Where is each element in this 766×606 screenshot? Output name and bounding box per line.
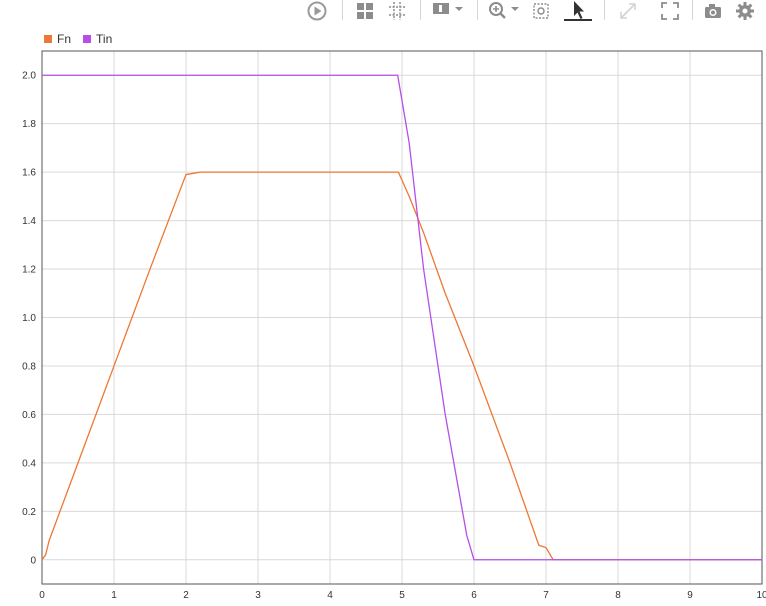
legend-item-fn[interactable]: Fn: [44, 32, 71, 46]
series-line-fn: [41, 171, 762, 561]
x-tick-label: 6: [471, 590, 477, 601]
x-tick-label: 1: [111, 590, 117, 601]
select-cursor-icon[interactable]: [566, 0, 590, 22]
zoom-in-icon[interactable]: [487, 0, 521, 22]
zoom-fit-icon[interactable]: [530, 0, 552, 22]
legend-swatch-tin: [83, 35, 92, 43]
y-tick-label: 1.6: [22, 168, 36, 179]
camera-icon[interactable]: [702, 0, 724, 22]
x-tick-label: 2: [183, 590, 189, 601]
y-tick-label: 0.6: [22, 410, 36, 421]
y-tick-label: 1.8: [22, 119, 36, 130]
scope-toolbar: [0, 0, 766, 24]
plot-frame: [41, 50, 763, 585]
series-lines: [41, 74, 762, 561]
y-tick-label: 0: [30, 555, 36, 566]
autoscale-icon[interactable]: [659, 0, 681, 22]
gear-icon[interactable]: [734, 0, 756, 22]
x-tick-label: 10: [756, 590, 766, 601]
active-tool-underline: [564, 19, 592, 21]
triggers-icon[interactable]: [430, 0, 466, 22]
x-tick-label: 0: [39, 590, 45, 601]
y-tick-label: 1.2: [22, 265, 36, 276]
expand-icon[interactable]: [616, 0, 640, 22]
x-tick-label: 4: [327, 590, 333, 601]
y-tick-label: 1.4: [22, 216, 36, 227]
series-line-tin: [42, 74, 762, 561]
y-tick-label: 0.8: [22, 361, 36, 372]
grid: [41, 51, 763, 584]
y-tick-label: 2.0: [22, 71, 36, 82]
legend: Fn Tin: [44, 31, 124, 47]
y-tick-label: 1.0: [22, 313, 36, 324]
legend-swatch-fn: [44, 35, 52, 43]
x-tick-label: 3: [255, 590, 261, 601]
x-axis: 0 1 2 3 4 5 6 7 8 9 10: [39, 590, 766, 601]
x-tick-label: 5: [399, 590, 405, 601]
x-tick-label: 7: [543, 590, 549, 601]
y-tick-label: 0.4: [22, 458, 36, 469]
legend-label-tin: Tin: [96, 32, 113, 46]
play-icon[interactable]: [305, 0, 329, 22]
layout-icon[interactable]: [354, 0, 376, 22]
y-tick-label: 0.2: [22, 507, 36, 518]
y-axis: 0 0.2 0.4 0.6 0.8 1.0 1.2 1.4 1.6 1.8 2.0: [22, 71, 36, 567]
x-tick-label: 8: [615, 590, 621, 601]
legend-item-tin[interactable]: Tin: [83, 32, 112, 46]
cursors-icon[interactable]: [385, 0, 409, 22]
legend-label-fn: Fn: [57, 32, 72, 46]
x-tick-label: 9: [687, 590, 693, 601]
